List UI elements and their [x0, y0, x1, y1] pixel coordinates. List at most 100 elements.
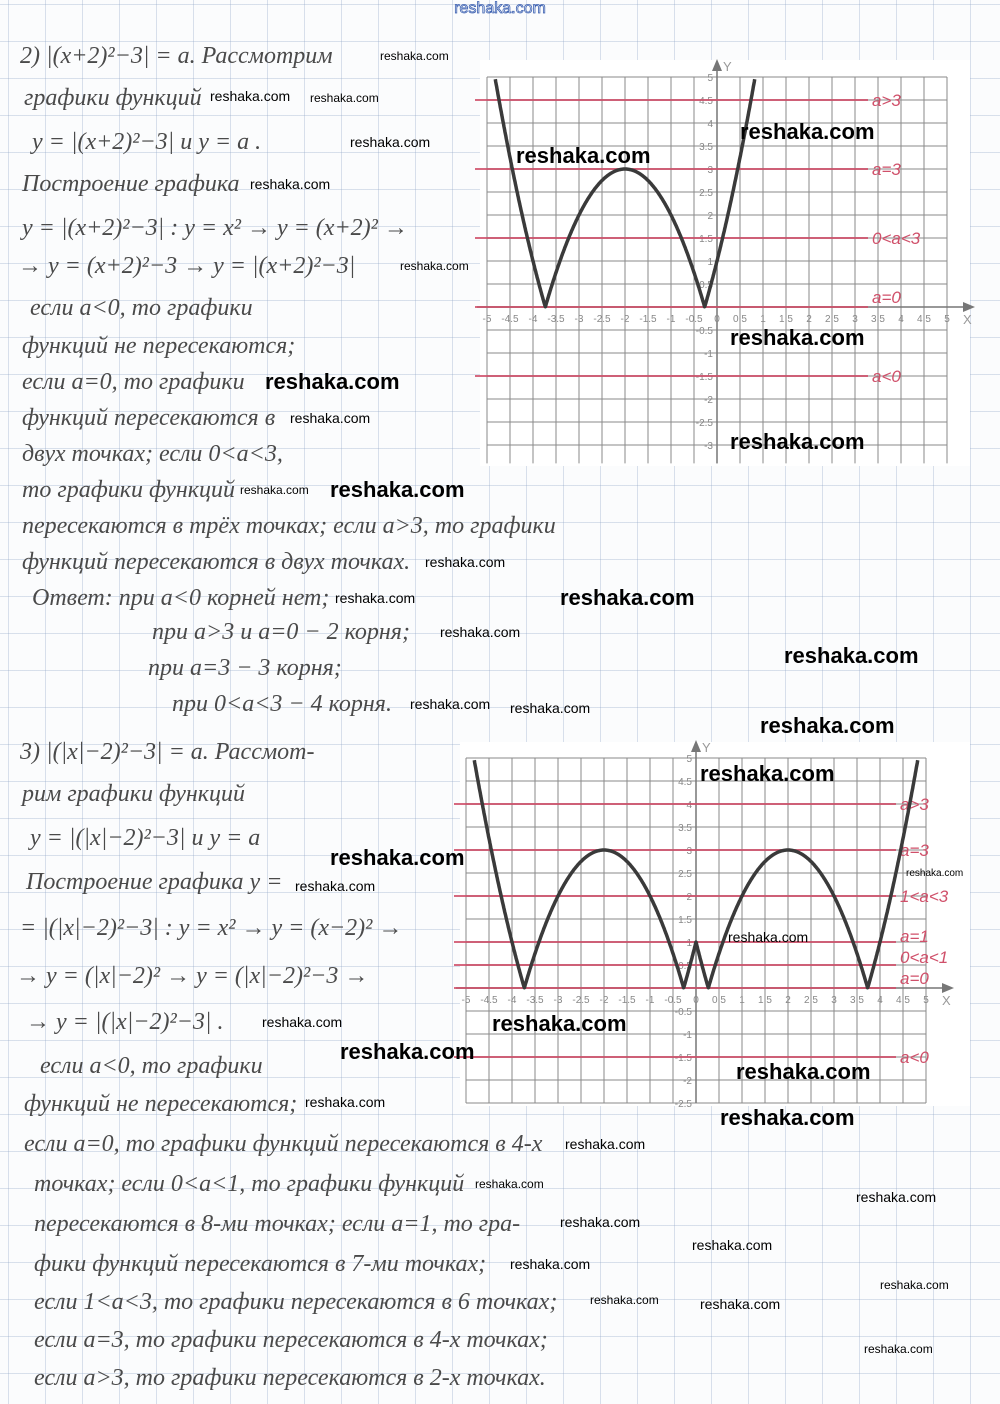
graph-1-background — [480, 60, 970, 466]
text-line: графики функций — [24, 85, 202, 111]
x-tick-label: 5 — [944, 314, 950, 325]
level-label: a=3 — [872, 160, 901, 179]
text-line: y = |(x+2)²−3| : y = x² → y = (x+2)² → — [22, 215, 408, 241]
y-tick-label: 2 — [707, 211, 713, 222]
watermark: reshaka.com — [330, 845, 465, 870]
text-line: если a=3, то графики пересекаются в 4-х … — [34, 1327, 548, 1353]
y-tick-label: 3 — [686, 846, 692, 857]
x-tick-label: -1.5 — [618, 995, 636, 1006]
y-tick-label: 3.5 — [699, 142, 713, 153]
x-tick-label: -3 — [554, 995, 563, 1006]
watermark: reshaka.com — [880, 1278, 949, 1292]
x-tick-label: -0.5 — [685, 314, 703, 325]
watermark: reshaka.com — [784, 643, 919, 668]
answer-line: при 0<a<3 − 4 корня. — [172, 691, 392, 717]
watermark: reshaka.com — [700, 761, 835, 786]
text-line: = |(|x|−2)²−3| : y = x² → y = (x−2)² → — [20, 915, 403, 941]
x-tick-label: -4 — [529, 314, 538, 325]
y-axis-label: Y — [702, 740, 711, 755]
text-line: пересекаются в 8-ми точках; если a=1, то… — [34, 1211, 521, 1237]
watermark: reshaka.com — [350, 134, 431, 150]
x-tick-label: 2 — [785, 995, 791, 1006]
x-axis-arrow-icon — [942, 983, 954, 993]
text-line: если a=0, то графики — [22, 369, 245, 395]
watermark: reshaka.com — [295, 878, 376, 894]
watermark: reshaka.com — [565, 1136, 646, 1152]
text-line: Построение графика — [22, 171, 240, 197]
watermark: reshaka.com — [492, 1011, 627, 1036]
x-tick-label: 2 — [806, 314, 812, 325]
y-tick-label: -1.5 — [675, 1053, 693, 1064]
watermark: reshaka.com — [510, 1256, 591, 1272]
x-tick-label: -4.5 — [480, 995, 498, 1006]
watermark: reshaka.com — [692, 1237, 773, 1253]
text-line: если a=0, то графики функций пересекаютс… — [24, 1131, 543, 1157]
x-tick-label: 5 — [923, 995, 929, 1006]
y-tick-label: 0.5 — [678, 961, 692, 972]
level-label: a>3 — [900, 795, 929, 814]
level-label: 0<a<3 — [872, 229, 921, 248]
watermark: reshaka.com — [760, 713, 895, 738]
x-tick-label: -4 — [508, 995, 517, 1006]
watermark: reshaka.com — [730, 429, 865, 454]
level-label: a<0 — [872, 367, 901, 386]
x-tick-label: 4 — [898, 314, 904, 325]
watermark: reshaka.com — [330, 477, 465, 502]
x-tick-label: 1.5 — [758, 995, 772, 1006]
watermark: reshaka.com — [290, 410, 371, 426]
x-tick-label: -1.5 — [639, 314, 657, 325]
y-tick-label: 4.5 — [699, 96, 713, 107]
y-tick-label: -1 — [683, 1030, 692, 1041]
y-tick-label: 2.5 — [678, 869, 692, 880]
y-tick-label: 1.5 — [678, 915, 692, 926]
y-tick-label: 4 — [686, 800, 692, 811]
level-label: 1<a<3 — [900, 887, 949, 906]
x-axis-arrow-icon — [963, 302, 975, 312]
watermark: reshaka.com — [516, 143, 651, 168]
y-axis-label: Y — [723, 59, 732, 74]
y-tick-label: -0.5 — [675, 1007, 693, 1018]
y-tick-label: -2.5 — [675, 1099, 693, 1110]
function-curve — [493, 78, 757, 309]
level-label: 0<a<1 — [900, 948, 948, 967]
site-header[interactable]: reshaka.com — [454, 0, 546, 17]
level-label: a=3 — [900, 841, 929, 860]
text-line: 2) |(x+2)²−3| = a. Рассмотрим — [20, 43, 333, 69]
watermark: reshaka.com — [335, 590, 416, 606]
watermark: reshaka.com — [440, 624, 521, 640]
text-line: функций пересекаются в двух точках. — [22, 549, 411, 575]
x-tick-label: 3 — [852, 314, 858, 325]
function-curve — [472, 759, 920, 990]
x-axis-label: X — [963, 312, 972, 327]
text-line: функций не пересекаются; — [22, 333, 296, 359]
text-line: если a>3, то графики пересекаются в 2-х … — [34, 1365, 546, 1391]
watermark: reshaka.com — [250, 176, 331, 192]
x-tick-label: -3.5 — [547, 314, 565, 325]
watermark: reshaka.com — [730, 325, 865, 350]
y-tick-label: 3 — [707, 165, 713, 176]
y-tick-label: -2 — [704, 395, 713, 406]
watermark: reshaka.com — [510, 700, 591, 716]
x-tick-label: -0.5 — [664, 995, 682, 1006]
x-tick-label: 0 — [693, 995, 699, 1006]
text-line: → y = (x+2)²−3 → y = |(x+2)²−3| — [18, 253, 356, 279]
x-tick-label: 0.5 — [733, 314, 747, 325]
x-tick-label: -4.5 — [501, 314, 519, 325]
watermark: reshaka.com — [340, 1039, 475, 1064]
watermark: reshaka.com — [728, 929, 809, 945]
text-line: двух точках; если 0<a<3, — [22, 441, 283, 467]
y-tick-label: 4 — [707, 119, 713, 130]
text-line: функций не пересекаются; — [24, 1091, 298, 1117]
x-tick-label: 0 — [714, 314, 720, 325]
watermark: reshaka.com — [720, 1105, 855, 1130]
y-tick-label: -2 — [683, 1076, 692, 1087]
x-tick-label: -5 — [483, 314, 492, 325]
level-label: a=0 — [900, 969, 929, 988]
x-tick-label: -5 — [462, 995, 471, 1006]
watermark: reshaka.com — [380, 49, 449, 63]
watermark: reshaka.com — [736, 1059, 871, 1084]
y-tick-label: 1 — [707, 257, 713, 268]
text-line: то графики функций — [22, 477, 235, 503]
x-tick-label: -3.5 — [526, 995, 544, 1006]
